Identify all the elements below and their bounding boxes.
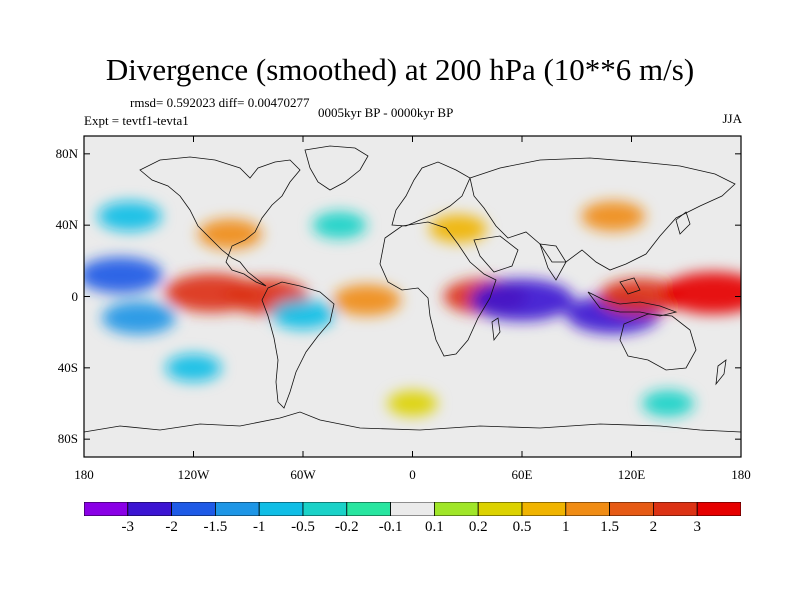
field-arabian-sea-negative bbox=[470, 279, 574, 322]
colorbar-swatch bbox=[609, 502, 654, 516]
colorbar-label: -0.1 bbox=[378, 519, 403, 535]
season-label: JJA bbox=[722, 111, 742, 126]
x-tick-label: 120E bbox=[617, 467, 646, 482]
coastlines bbox=[84, 145, 741, 433]
colorbar-swatch bbox=[84, 502, 129, 516]
y-tick-label: 80S bbox=[57, 431, 78, 447]
colorbar-label: -0.5 bbox=[291, 519, 315, 535]
colorbar-swatch bbox=[477, 502, 523, 516]
axis-ticks bbox=[83, 136, 742, 457]
colorbar-label: -1 bbox=[252, 519, 266, 535]
colorbar-swatch bbox=[653, 502, 698, 516]
colorbar-label: 0.2 bbox=[468, 519, 488, 535]
field-west-pacific-positive bbox=[661, 271, 741, 314]
field-indonesia-positive bbox=[598, 278, 683, 315]
colorbar-label: 0.1 bbox=[425, 519, 444, 535]
field-west-pacific-negative-south bbox=[101, 301, 176, 335]
colorbar bbox=[84, 502, 741, 516]
colorbar-swatch bbox=[433, 502, 479, 516]
colorbar-swatch bbox=[390, 502, 435, 516]
field-west-pacific-negative-north bbox=[84, 257, 163, 294]
colorbar-label: -1.5 bbox=[203, 519, 228, 535]
colorbar-swatch bbox=[346, 502, 391, 516]
divergence-field bbox=[84, 201, 741, 417]
x-tick-label: 60E bbox=[511, 467, 533, 482]
field-north-pacific-negative bbox=[97, 201, 162, 232]
field-asia-positive bbox=[581, 201, 646, 232]
field-mediterranean-positive bbox=[429, 214, 488, 243]
rmsd-diff-label: rmsd= 0.592023 diff= 0.00470277 bbox=[130, 95, 310, 110]
colorbar-swatch bbox=[565, 502, 610, 516]
plot-title: Divergence (smoothed) at 200 hPa (10**6 … bbox=[105, 52, 695, 87]
y-tick-label: 40S bbox=[57, 359, 78, 375]
colorbar-swatch bbox=[696, 502, 741, 516]
colorbar-label: 0.5 bbox=[512, 519, 532, 535]
colorbar-swatch bbox=[302, 502, 348, 516]
colorbar-swatch bbox=[521, 502, 567, 516]
y-tick-label: 40N bbox=[55, 217, 78, 233]
period-label: 0005kyr BP - 0000kyr BP bbox=[318, 105, 454, 120]
colorbar-swatch bbox=[127, 502, 172, 516]
y-tick-label: 80N bbox=[55, 145, 78, 161]
field-southern-ocean-negative bbox=[642, 390, 694, 417]
x-tick-label: 180 bbox=[74, 467, 94, 482]
colorbar-label: 1.5 bbox=[600, 519, 619, 535]
colorbar-swatch bbox=[171, 502, 216, 516]
field-north-atlantic-negative bbox=[312, 211, 367, 239]
colorbar-label: 2 bbox=[649, 519, 658, 535]
colorbar-label: -3 bbox=[121, 519, 135, 535]
field-south-pacific-negative bbox=[165, 354, 222, 382]
colorbar-label: 3 bbox=[693, 519, 701, 535]
colorbar-label: 1 bbox=[562, 519, 570, 535]
colorbar-label: -0.2 bbox=[334, 519, 359, 535]
field-atlantic-equatorial-positive bbox=[332, 284, 401, 316]
colorbar-swatch bbox=[258, 502, 304, 516]
x-tick-label: 180 bbox=[731, 467, 751, 482]
field-south-america-negative bbox=[271, 299, 335, 330]
colorbar-label: -2 bbox=[165, 519, 178, 535]
colorbar-swatch bbox=[214, 502, 260, 516]
experiment-label: Expt = tevtf1-tevta1 bbox=[84, 113, 189, 128]
field-southern-ocean-positive bbox=[387, 390, 438, 417]
y-tick-label: 0 bbox=[71, 288, 79, 304]
x-tick-label: 0 bbox=[409, 467, 416, 482]
x-tick-label: 120W bbox=[177, 467, 210, 482]
x-tick-label: 60W bbox=[290, 467, 316, 482]
